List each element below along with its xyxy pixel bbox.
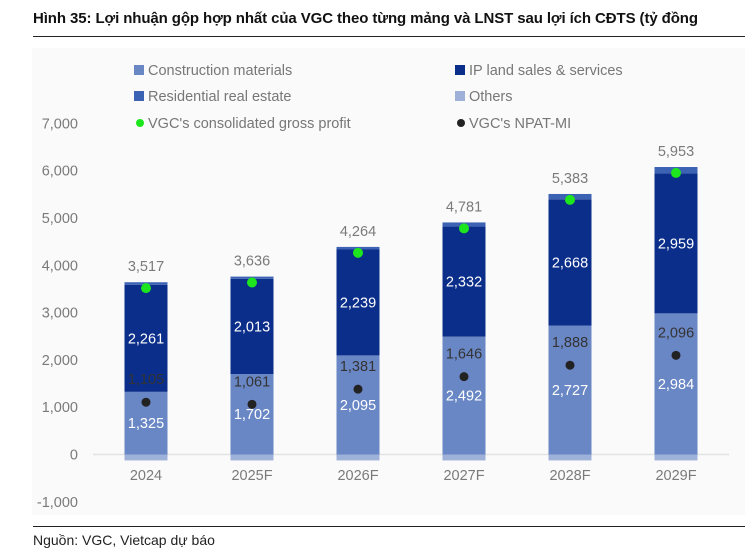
npat-mi-label: 1,061 <box>234 374 270 390</box>
construction-value-label: 1,702 <box>234 407 270 423</box>
legend-marker-gross-profit <box>136 119 144 127</box>
npat-mi-label: 2,096 <box>658 325 694 341</box>
gross-profit-label: 5,953 <box>658 144 694 160</box>
data-labels: 3,517 2,261 1,325 1,105 3,636 2,013 1,702 1,061… <box>128 144 694 432</box>
y-tick-label: 2,000 <box>42 353 78 369</box>
legend-label-construction-materials: Construction materials <box>148 63 292 79</box>
npat-mi-dot <box>353 384 363 394</box>
legend-marker-residential <box>134 91 144 101</box>
y-tick-label: 7,000 <box>42 116 78 132</box>
bar-segment-others <box>654 454 698 461</box>
bar-segment-ip-land <box>230 278 274 374</box>
bar-segment-construction-materials <box>548 325 592 455</box>
source-divider <box>33 526 745 527</box>
ip-land-value-label: 2,261 <box>128 331 164 347</box>
bar-segment-ip-land <box>442 226 486 337</box>
npat-mi-dot <box>459 372 469 382</box>
y-tick-label: 0 <box>70 448 78 464</box>
gross-profit-dot <box>247 277 257 288</box>
x-tick-label: 2025F <box>231 468 272 484</box>
bar-segment-others <box>336 454 380 461</box>
y-axis: -1,000 0 1,000 2,000 3,000 4,000 5,000 6,000 7,0… <box>37 116 729 511</box>
ip-land-value-label: 2,959 <box>658 236 694 252</box>
construction-value-label: 2,492 <box>446 389 482 405</box>
npat-mi-label: 1,105 <box>128 372 164 388</box>
chart-title: Hình 35: Lợi nhuận gộp hợp nhất của VGC … <box>33 10 698 27</box>
x-tick-label: 2028F <box>549 468 590 484</box>
x-axis: 2024 2025F 2026F 2027F 2028F 2029F <box>130 468 697 484</box>
legend-label-residential: Residential real estate <box>148 89 291 105</box>
bar-segment-others <box>230 454 274 461</box>
bar-segment-ip-land <box>124 284 168 392</box>
legend-marker-construction-materials <box>134 65 144 75</box>
npat-mi-dot <box>671 350 681 360</box>
gross-profit-label: 4,781 <box>446 199 482 215</box>
gross-profit-dot <box>459 223 469 234</box>
gross-profit-label: 4,264 <box>340 224 376 240</box>
construction-value-label: 2,727 <box>552 383 588 399</box>
y-tick-label: 4,000 <box>42 258 78 274</box>
x-tick-label: 2027F <box>443 468 484 484</box>
bars <box>124 167 698 461</box>
npat-mi-label: 1,646 <box>446 347 482 363</box>
x-tick-label: 2029F <box>655 468 696 484</box>
x-tick-label: 2024 <box>130 468 162 484</box>
npat-mi-label: 1,381 <box>340 359 376 375</box>
legend-marker-npat-mi <box>457 119 465 127</box>
gross-profit-label: 3,636 <box>234 254 270 270</box>
legend-label-gross-profit: VGC's consolidated gross profit <box>148 116 351 132</box>
ip-land-value-label: 2,239 <box>340 295 376 311</box>
bar-segment-others <box>124 454 168 461</box>
legend: Construction materials IP land sales & s… <box>134 63 623 132</box>
npat-mi-dot <box>247 399 257 409</box>
bar-segment-construction-materials <box>230 373 274 455</box>
bar-segment-ip-land <box>654 173 698 314</box>
legend-marker-ip-land <box>455 65 465 75</box>
npat-mi-dot <box>141 397 151 407</box>
construction-value-label: 1,325 <box>128 416 164 432</box>
construction-value-label: 2,095 <box>340 398 376 414</box>
source-note: Nguồn: VGC, Vietcap dự báo <box>33 532 215 548</box>
gross-profit-dot <box>565 194 575 205</box>
y-tick-label: 6,000 <box>42 164 78 180</box>
bar-segment-construction-materials <box>336 355 380 455</box>
gross-profit-label: 3,517 <box>128 259 164 275</box>
x-tick-label: 2026F <box>337 468 378 484</box>
bar-segment-ip-land <box>336 249 380 356</box>
gross-profit-dot <box>353 247 363 258</box>
gross-profit-dot <box>671 167 681 178</box>
bar-segment-others <box>548 454 592 461</box>
bar-segment-construction-materials <box>442 336 486 455</box>
legend-marker-others <box>455 91 465 101</box>
y-tick-label: 5,000 <box>42 211 78 227</box>
npat-mi-label: 1,888 <box>552 335 588 351</box>
ip-land-value-label: 2,013 <box>234 319 270 335</box>
bar-segment-construction-materials <box>654 313 698 455</box>
construction-value-label: 2,984 <box>658 377 694 393</box>
bar-segment-ip-land <box>548 199 592 326</box>
legend-label-ip-land: IP land sales & services <box>469 63 623 79</box>
npat-mi-dot <box>565 360 575 370</box>
title-divider <box>33 36 745 37</box>
ip-land-value-label: 2,668 <box>552 255 588 271</box>
bar-segment-others <box>442 454 486 461</box>
y-tick-label: 1,000 <box>42 400 78 416</box>
y-tick-label: 3,000 <box>42 306 78 322</box>
ip-land-value-label: 2,332 <box>446 274 482 290</box>
gross-profit-dot <box>141 283 151 294</box>
legend-label-others: Others <box>469 89 513 105</box>
y-tick-label: -1,000 <box>37 495 78 511</box>
gross-profit-label: 5,383 <box>552 171 588 187</box>
legend-label-npat-mi: VGC's NPAT-MI <box>469 116 571 132</box>
